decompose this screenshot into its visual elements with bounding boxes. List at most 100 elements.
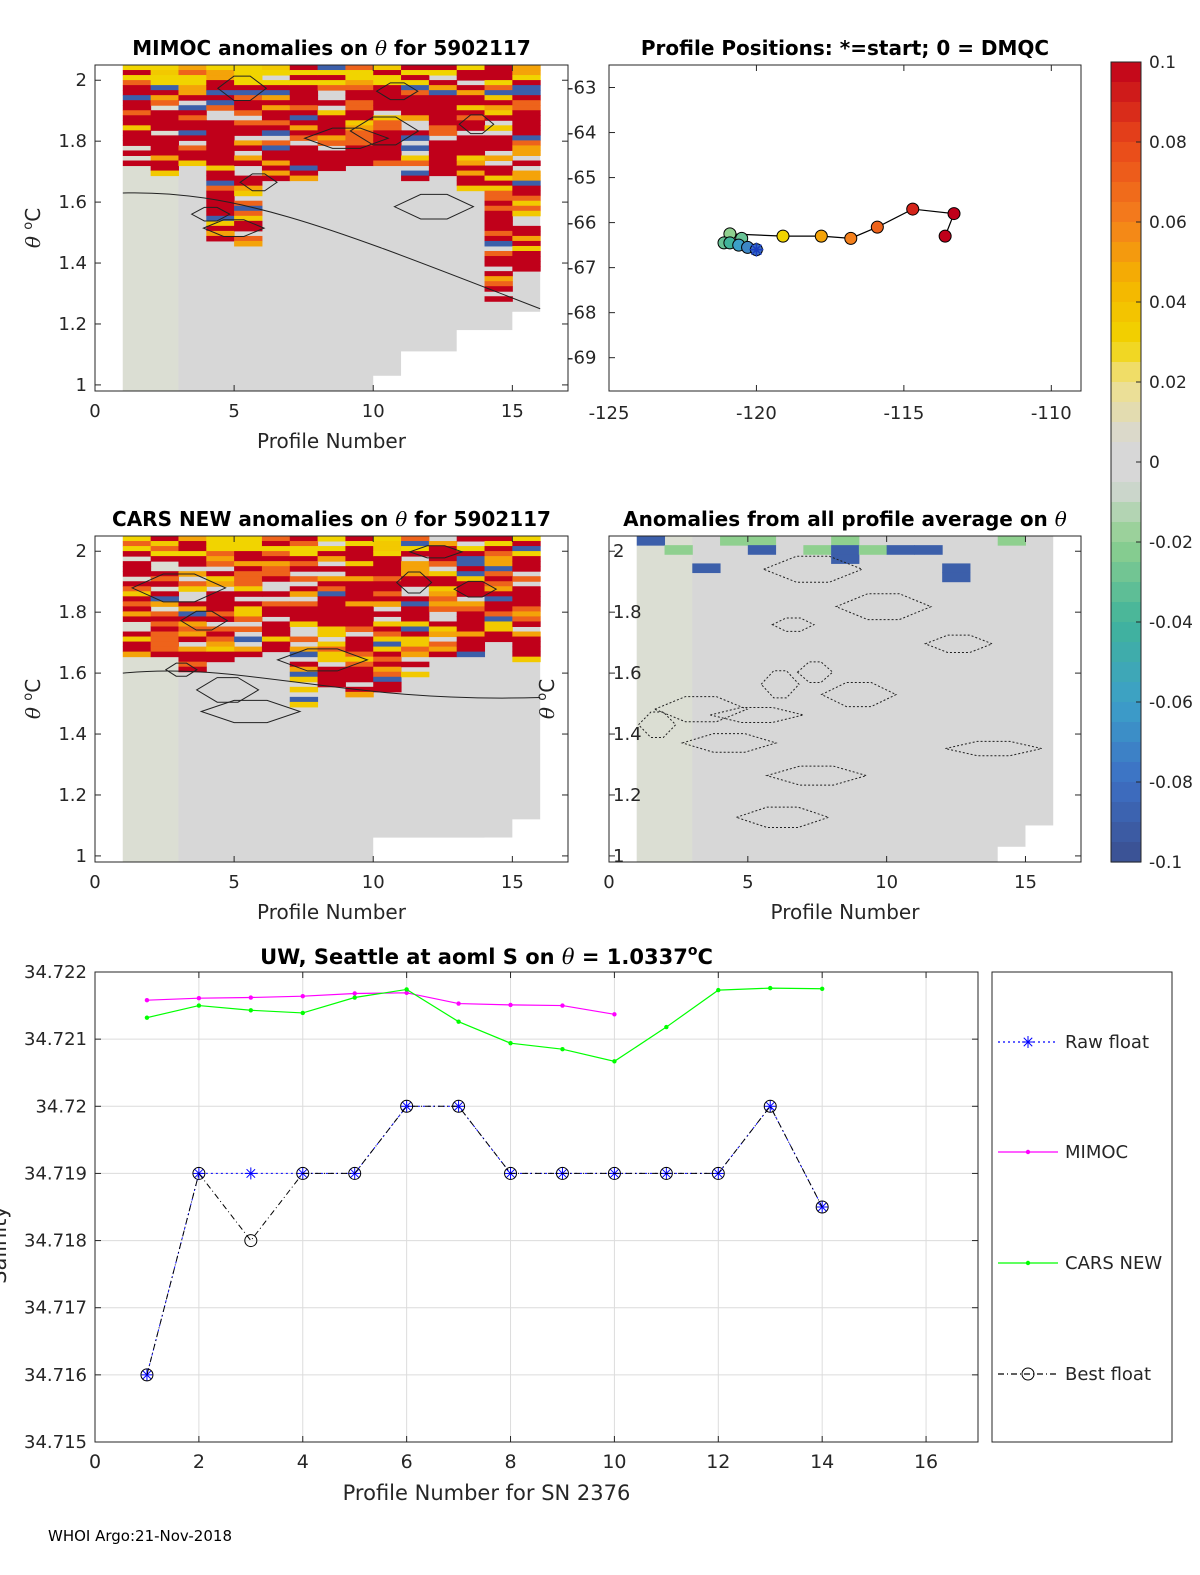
heatmap-cell [178, 541, 207, 547]
y-tick-label: 2 [76, 541, 87, 562]
heatmap-cell [456, 571, 486, 577]
heatmap-cell [373, 581, 402, 587]
y-tick-label: 34.719 [24, 1163, 87, 1184]
heatmap-cell [317, 140, 346, 146]
heatmap-cell [345, 150, 374, 156]
heatmap-cell [484, 135, 513, 141]
heatmap-cell [373, 115, 402, 121]
data-point [504, 1166, 518, 1180]
heatmap-cell [234, 145, 263, 151]
colorbar-segment [1111, 502, 1141, 523]
heatmap-cell [206, 581, 235, 587]
series-best-float [140, 1099, 829, 1382]
position-marker [906, 202, 920, 216]
heatmap-cell [261, 145, 291, 151]
heatmap-cell [122, 596, 152, 602]
heatmap-cell [484, 165, 513, 172]
heatmap-cell [289, 556, 319, 562]
heatmap-cell [456, 100, 486, 106]
heatmap-cell [122, 95, 152, 101]
heatmap-cell [178, 656, 207, 663]
colorbar-segment [1111, 362, 1141, 383]
heatmap-cell [317, 165, 346, 172]
heatmap-cell [289, 105, 319, 111]
heatmap-cell [289, 616, 319, 622]
position-marker [947, 207, 961, 221]
heatmap-cell [401, 596, 430, 602]
heatmap-cell [512, 160, 541, 167]
heatmap-cell [428, 546, 458, 552]
heatmap-cell [747, 536, 777, 546]
heatmap-cell [345, 606, 374, 612]
heatmap-cell [484, 240, 513, 247]
heatmap-cell [234, 125, 263, 131]
heatmap-cell [261, 551, 291, 557]
heatmap-cell [512, 80, 541, 86]
heatmap-cell [345, 100, 374, 106]
heatmap-cell [456, 160, 486, 167]
heatmap-cell [206, 100, 235, 106]
heatmap-cell [484, 75, 513, 81]
axes-cars: 0 5 10 15 1 1.2 1.4 1.6 1.8 2 CARS NEW anomalies o… [21, 507, 569, 924]
heatmap-cell [428, 551, 458, 557]
heatmap-cell [206, 656, 235, 663]
heatmap-cell [484, 205, 513, 212]
series-line [146, 1105, 823, 1375]
heatmap-cell [150, 100, 179, 106]
heatmap-cell [373, 571, 402, 577]
legend-box [991, 971, 1173, 1443]
colorbar-segment [1111, 162, 1141, 183]
heatmap-cell [942, 563, 971, 574]
y-tick-label: 1.8 [58, 602, 87, 623]
heatmap-cell [122, 571, 152, 577]
heatmap-cell [345, 551, 374, 557]
contour-line [453, 580, 498, 598]
heatmap-cell [484, 601, 513, 607]
heatmap-cell [261, 100, 291, 106]
x-tick-label: 15 [501, 401, 524, 422]
heatmap-cell [456, 601, 486, 607]
heatmap-cell [261, 125, 291, 131]
contour-line [760, 670, 800, 699]
x-tick-label: 8 [504, 1451, 516, 1473]
heatmap-cell [484, 185, 513, 192]
heatmap-cell [401, 646, 430, 653]
heatmap-cell [373, 546, 402, 552]
heatmap-cell [512, 641, 541, 648]
heatmap-cell [317, 576, 346, 582]
heatmap-cell [234, 651, 263, 658]
heatmap-cell [150, 95, 179, 101]
heatmap-cell [484, 256, 513, 262]
heatmap-cell [456, 140, 486, 146]
data-point [815, 1200, 829, 1214]
heatmap-cell [261, 65, 291, 71]
heatmap-cell [234, 95, 263, 101]
contour-line [710, 706, 804, 723]
heatmap-cell [150, 596, 179, 602]
contour-line [239, 173, 278, 192]
heatmap-cell [401, 651, 430, 658]
heatmap-cell [150, 125, 179, 131]
colorbar-segment [1111, 122, 1141, 143]
heatmap-cell [401, 621, 430, 627]
data-point [296, 1166, 310, 1180]
heatmap-cell [289, 606, 319, 612]
heatmap-cell [289, 686, 319, 693]
heatmap-cell [428, 601, 458, 607]
heatmap-cell [261, 175, 291, 182]
heatmap-cell [373, 621, 402, 627]
heatmap-cell [150, 115, 179, 121]
heatmap-cell [289, 546, 319, 552]
heatmap-cell [317, 135, 346, 141]
contour-line [164, 662, 198, 677]
colorbar-segment [1111, 242, 1141, 263]
heatmap-cell [401, 546, 430, 552]
colorbar-segment [1111, 682, 1141, 703]
heatmap-cell [484, 225, 513, 232]
heatmap-cell [261, 601, 291, 607]
heatmap-cell [484, 180, 513, 187]
x-axis-label: Profile Number for SN 2376 [343, 1481, 631, 1505]
heatmap-cell [150, 165, 179, 172]
heatmap-cell [997, 536, 1026, 546]
heatmap-cell [234, 215, 263, 222]
